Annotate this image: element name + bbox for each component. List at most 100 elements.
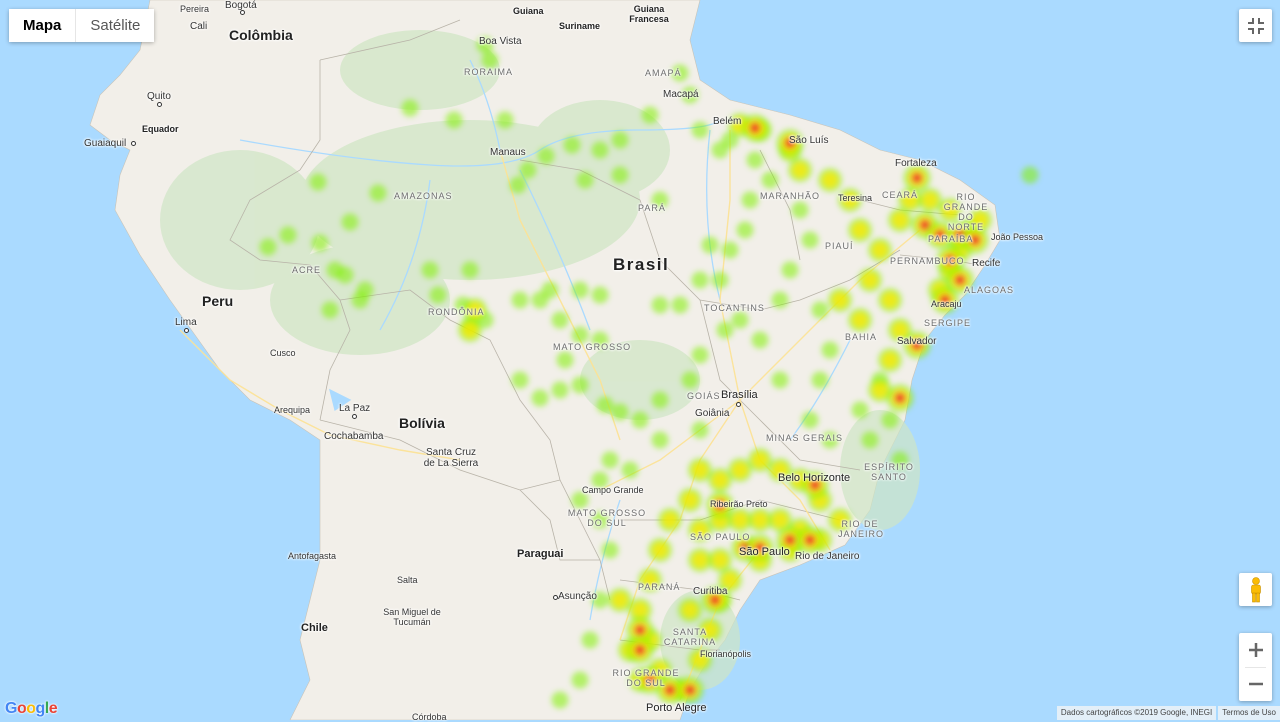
heat-blob xyxy=(634,644,646,656)
heat-blob xyxy=(971,211,989,229)
heat-blob xyxy=(969,234,981,246)
heat-blob xyxy=(651,391,669,409)
heatmap-layer xyxy=(259,36,1039,709)
heat-blob xyxy=(691,271,709,289)
heat-blob xyxy=(801,231,819,249)
heat-blob xyxy=(691,461,709,479)
heat-blob xyxy=(634,624,646,636)
heat-blob xyxy=(581,631,599,649)
heat-blob xyxy=(321,301,339,319)
heat-blob xyxy=(691,651,709,669)
heat-blob xyxy=(351,291,369,309)
heat-blob xyxy=(754,542,766,554)
city-dot xyxy=(131,141,136,146)
heat-blob xyxy=(751,331,769,349)
heat-blob xyxy=(901,191,919,209)
heat-blob xyxy=(681,601,699,619)
heat-blob xyxy=(461,321,479,339)
heat-blob xyxy=(571,376,589,394)
heat-blob xyxy=(591,331,609,349)
heat-blob xyxy=(771,371,789,389)
heat-blob xyxy=(556,351,574,369)
heat-blob xyxy=(611,131,629,149)
heat-blob xyxy=(691,346,709,364)
heat-blob xyxy=(821,431,839,449)
heat-blob xyxy=(749,122,761,134)
heat-blob xyxy=(851,401,869,419)
divider xyxy=(1245,667,1266,668)
city-dot xyxy=(240,10,245,15)
map-type-map-button[interactable]: Mapa xyxy=(9,9,76,42)
city-dot xyxy=(157,102,162,107)
heat-blob xyxy=(591,471,609,489)
heat-blob xyxy=(519,161,537,179)
heat-blob xyxy=(944,254,956,266)
heat-blob xyxy=(731,461,749,479)
map-type-satellite-button[interactable]: Satélite xyxy=(76,9,155,42)
heat-blob xyxy=(871,381,889,399)
heat-blob xyxy=(681,371,699,389)
map-type-control: Mapa Satélite xyxy=(9,9,155,42)
heat-blob xyxy=(664,684,676,696)
attribution: Dados cartográficos ©2019 Google, INEGI … xyxy=(1056,706,1280,720)
heat-blob xyxy=(741,191,759,209)
heat-blob xyxy=(621,461,639,479)
heat-blob xyxy=(681,491,699,509)
heat-blob xyxy=(851,221,869,239)
borders xyxy=(229,19,981,651)
heat-blob xyxy=(894,392,906,404)
zoom-control xyxy=(1239,633,1272,701)
heat-blob xyxy=(481,51,499,69)
heat-blob xyxy=(721,241,739,259)
terms-of-use-link[interactable]: Termos de Uso xyxy=(1218,706,1280,720)
heat-blob xyxy=(691,421,709,439)
heat-blob xyxy=(611,166,629,184)
heat-blob xyxy=(541,281,559,299)
map-data-attribution: Dados cartográficos ©2019 Google, INEGI xyxy=(1056,706,1217,720)
minus-icon xyxy=(1248,682,1263,686)
heat-blob xyxy=(551,311,569,329)
heat-blob xyxy=(784,137,796,149)
heat-blob xyxy=(336,266,354,284)
zoom-out-button[interactable] xyxy=(1239,667,1272,701)
exit-fullscreen-button[interactable] xyxy=(1239,9,1272,42)
heat-blob xyxy=(716,321,734,339)
google-logo[interactable]: Google xyxy=(5,700,58,717)
heat-blob xyxy=(701,621,719,639)
heat-blob xyxy=(631,601,649,619)
heat-blob xyxy=(801,411,819,429)
heat-blob xyxy=(259,238,277,256)
heat-blob xyxy=(821,341,839,359)
heat-blob xyxy=(911,339,923,351)
heat-blob xyxy=(651,191,669,209)
heat-blob xyxy=(891,211,909,229)
heat-blob xyxy=(684,684,696,696)
street-view-pegman-button[interactable] xyxy=(1239,573,1272,606)
heat-blob xyxy=(711,471,729,489)
heat-blob xyxy=(791,161,809,179)
heat-blob xyxy=(576,171,594,189)
heat-blob xyxy=(651,541,669,559)
pegman-icon xyxy=(1250,576,1261,602)
heat-blob xyxy=(841,191,859,209)
heat-blob xyxy=(1021,166,1039,184)
heat-blob xyxy=(954,274,966,286)
heat-blob xyxy=(771,291,789,309)
zoom-in-button[interactable] xyxy=(1239,633,1272,667)
heat-blob xyxy=(691,551,709,569)
heat-blob xyxy=(644,674,656,686)
heat-blob xyxy=(831,291,849,309)
heat-blob xyxy=(401,99,419,117)
heat-blob xyxy=(911,172,923,184)
heat-blob xyxy=(611,591,629,609)
heat-blob xyxy=(651,296,669,314)
heat-blob xyxy=(781,261,799,279)
heat-blob xyxy=(919,219,931,231)
city-dot xyxy=(184,328,189,333)
heat-blob xyxy=(851,311,869,329)
heat-blob xyxy=(509,176,527,194)
heat-blob xyxy=(881,291,899,309)
heat-blob xyxy=(641,571,659,589)
